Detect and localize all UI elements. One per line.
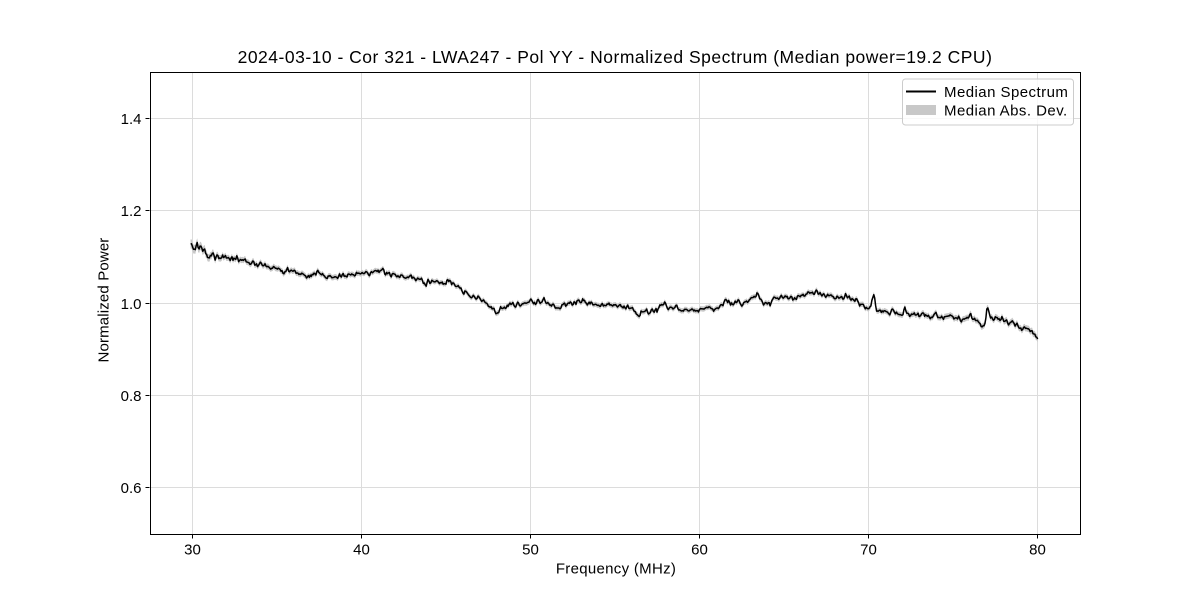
svg-text:0.6: 0.6 [121, 480, 142, 497]
svg-text:1.0: 1.0 [121, 296, 142, 313]
svg-text:40: 40 [353, 542, 370, 559]
svg-text:50: 50 [522, 542, 539, 559]
svg-text:Median Spectrum: Median Spectrum [944, 84, 1068, 101]
svg-text:2024-03-10 - Cor 321 - LWA247: 2024-03-10 - Cor 321 - LWA247 - Pol YY -… [238, 47, 993, 67]
svg-text:Median Abs. Dev.: Median Abs. Dev. [944, 103, 1068, 120]
svg-text:80: 80 [1029, 542, 1046, 559]
svg-text:30: 30 [184, 542, 201, 559]
svg-text:60: 60 [691, 542, 708, 559]
svg-text:70: 70 [860, 542, 877, 559]
svg-text:Normalized Power: Normalized Power [96, 238, 113, 363]
svg-text:0.8: 0.8 [121, 388, 142, 405]
svg-text:1.4: 1.4 [121, 111, 142, 128]
svg-text:Frequency (MHz): Frequency (MHz) [556, 561, 676, 578]
svg-text:1.2: 1.2 [121, 203, 142, 220]
